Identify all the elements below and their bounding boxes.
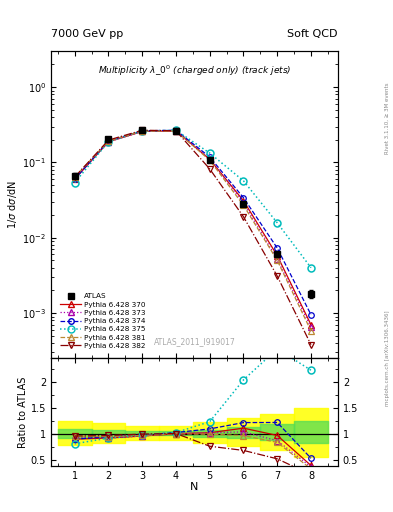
Text: 7000 GeV pp: 7000 GeV pp [51,29,123,39]
Y-axis label: Ratio to ATLAS: Ratio to ATLAS [18,376,28,448]
Text: ATLAS_2011_I919017: ATLAS_2011_I919017 [154,337,235,346]
X-axis label: N: N [190,482,199,492]
Text: Soft QCD: Soft QCD [288,29,338,39]
Text: Multiplicity $\lambda\_0^0$ (charged only) (track jets): Multiplicity $\lambda\_0^0$ (charged onl… [98,63,291,78]
Text: Rivet 3.1.10, ≥ 3M events: Rivet 3.1.10, ≥ 3M events [385,82,390,154]
Legend: ATLAS, Pythia 6.428 370, Pythia 6.428 373, Pythia 6.428 374, Pythia 6.428 375, P: ATLAS, Pythia 6.428 370, Pythia 6.428 37… [57,290,149,352]
Text: mcplots.cern.ch [arXiv:1306.3436]: mcplots.cern.ch [arXiv:1306.3436] [385,311,390,406]
Y-axis label: 1/$\sigma$ d$\sigma$/dN: 1/$\sigma$ d$\sigma$/dN [6,180,20,229]
